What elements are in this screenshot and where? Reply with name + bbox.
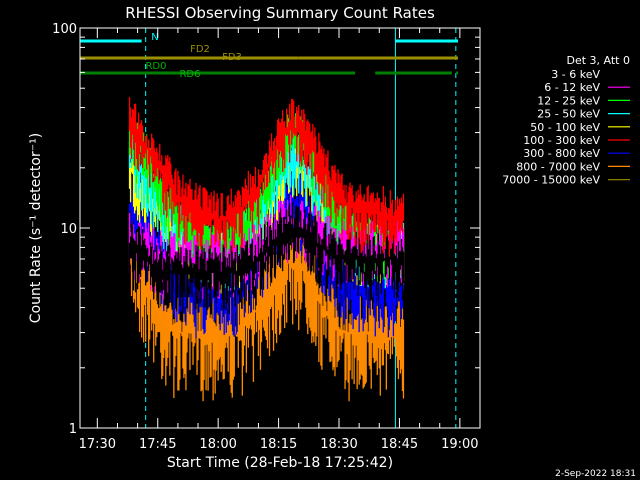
legend-label: 7000 - 15000 keV — [502, 174, 600, 187]
legend-label: 300 - 800 keV — [523, 147, 600, 160]
legend-label: 12 - 25 keV — [537, 94, 600, 107]
series-5-line — [129, 123, 400, 221]
x-tick-label: 18:45 — [381, 437, 418, 452]
x-tick-label: 18:00 — [199, 437, 236, 452]
x-tick-label: 17:45 — [139, 437, 176, 452]
legend-label: 25 - 50 keV — [537, 108, 600, 121]
annotation-label: RD6 — [179, 69, 200, 80]
status-layer: N FD2 FD3 RD0 RD6 — [80, 32, 458, 80]
x-axis-label: Start Time (28-Feb-18 17:25:42) — [167, 455, 393, 471]
axis-layer: 1 10 100 17:30 17:45 18:00 18:15 18:30 18:45 19:0… — [52, 22, 481, 452]
series-5-group — [128, 97, 405, 257]
y-tick-label: 100 — [52, 22, 77, 37]
annotation-label: RD0 — [145, 61, 166, 72]
y-axis-label: Count Rate (s⁻¹ detector⁻¹) — [28, 133, 44, 323]
y-tick-label: 10 — [60, 222, 77, 237]
y-tick-label: 1 — [69, 422, 77, 437]
x-tick-label: 17:30 — [79, 437, 116, 452]
legend-label: 800 - 7000 keV — [516, 160, 600, 173]
chart-title: RHESSI Observing Summary Count Rates — [125, 4, 435, 22]
x-tick-label: 19:00 — [441, 437, 478, 452]
x-tick-label: 18:30 — [320, 437, 357, 452]
annotation-label: N — [151, 32, 158, 43]
legend-title: Det 3, Att 0 — [567, 54, 631, 67]
footer-date: 2-Sep-2022 18:31 — [555, 469, 636, 479]
annotation-label: FD2 — [190, 44, 210, 55]
legend-label: 50 - 100 keV — [530, 121, 600, 134]
x-tick-label: 18:15 — [260, 437, 297, 452]
legend-label: 100 - 300 keV — [523, 134, 600, 147]
data-layer — [79, 28, 457, 428]
series-0-line — [129, 227, 400, 273]
series-7-line — [128, 247, 400, 334]
annotation-label: FD3 — [222, 52, 242, 63]
legend-label: 6 - 12 keV — [544, 81, 600, 94]
series-0-group — [128, 201, 405, 314]
legend-label: 3 - 6 keV — [551, 68, 600, 81]
